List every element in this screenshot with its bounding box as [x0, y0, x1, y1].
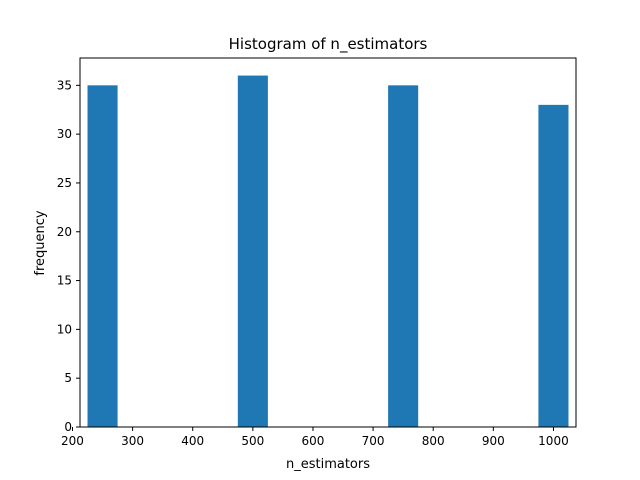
x-tick-label: 700	[362, 434, 385, 448]
y-tick-label: 30	[57, 127, 72, 141]
y-tick-label: 0	[64, 420, 72, 434]
x-tick-label: 800	[422, 434, 445, 448]
x-ticks-group: 200 300 400 500 600 700 800 900 1000	[61, 427, 569, 448]
x-tick-label: 600	[302, 434, 325, 448]
x-tick-label: 500	[241, 434, 264, 448]
chart-title: Histogram of n_estimators	[229, 35, 428, 54]
x-tick-label: 200	[61, 434, 84, 448]
y-tick-label: 10	[57, 322, 72, 336]
y-tick-label: 20	[57, 225, 72, 239]
bars-group	[87, 75, 569, 428]
x-tick-label: 400	[181, 434, 204, 448]
x-tick-label: 1000	[538, 434, 569, 448]
y-tick-label: 25	[57, 176, 72, 190]
histogram-bar-2	[237, 75, 268, 428]
y-tick-label: 15	[57, 274, 72, 288]
x-tick-label: 300	[121, 434, 144, 448]
histogram-bar-3	[388, 85, 419, 427]
x-axis-label: n_estimators	[286, 457, 370, 472]
y-tick-label: 5	[64, 371, 72, 385]
y-tick-label: 35	[57, 78, 72, 92]
x-tick-label: 900	[482, 434, 505, 448]
histogram-bar-1	[87, 85, 118, 427]
histogram-bar-4	[538, 104, 569, 427]
y-ticks-group: 0 5 10 15 20 25 30 35	[57, 78, 80, 434]
y-axis-label: frequency	[33, 210, 48, 276]
plot-frame	[79, 57, 577, 428]
